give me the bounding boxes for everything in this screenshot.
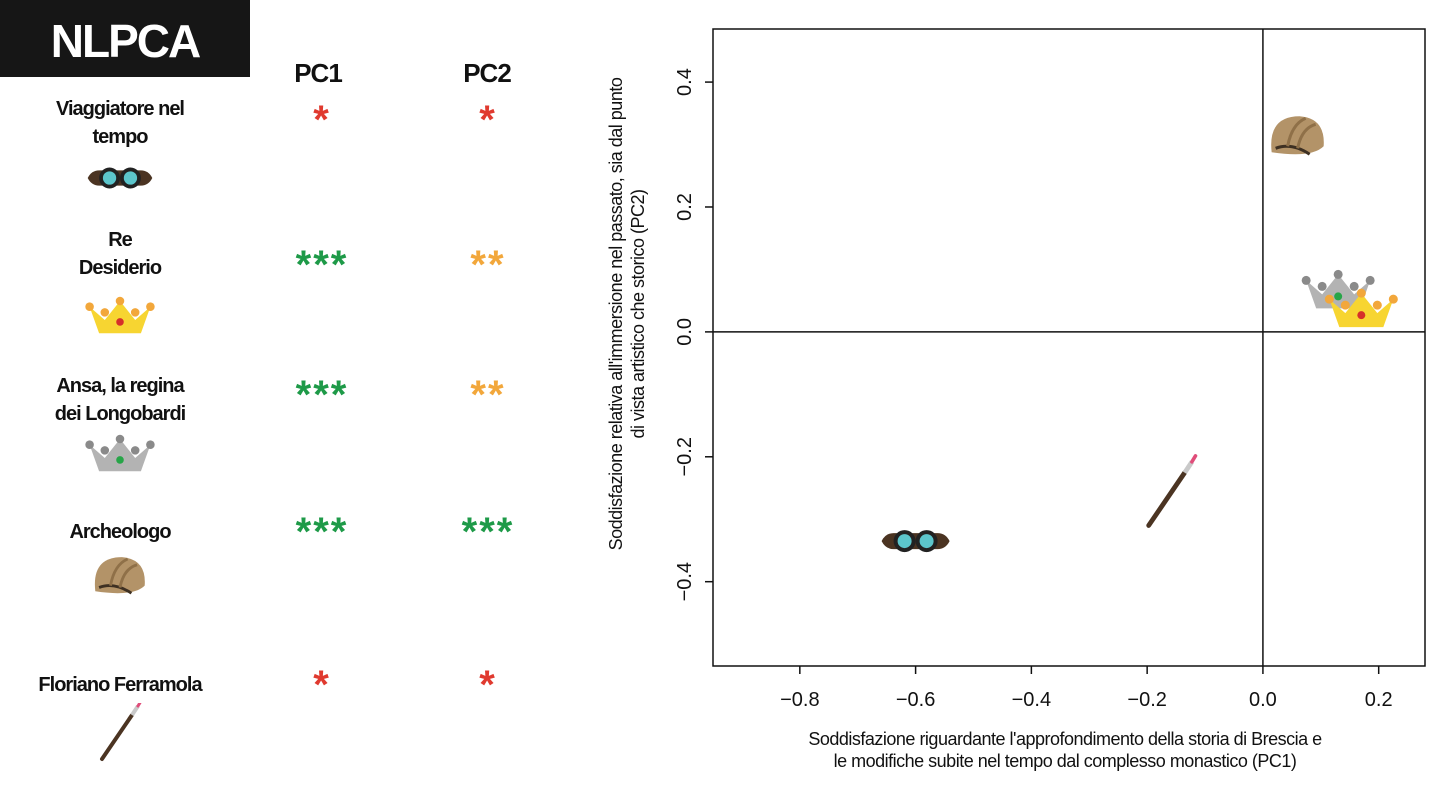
x-tick-label: −0.2	[1127, 689, 1166, 711]
pc1-significance-stars: *	[313, 663, 331, 707]
character-label-line: Archeologo	[69, 521, 171, 543]
character-label: Floriano Ferramola	[20, 671, 220, 699]
x-tick-label: 0.2	[1365, 689, 1393, 711]
character-icon	[80, 148, 160, 213]
pc2-significance-stars: **	[470, 243, 506, 287]
character-label: Viaggiatore nel tempo	[20, 95, 220, 151]
goggles-icon	[881, 530, 950, 553]
title-banner: NLPCA	[0, 0, 250, 77]
pc1-significance-stars: ***	[295, 243, 349, 287]
character-label-line: tempo	[92, 126, 149, 148]
character-icon	[80, 290, 160, 355]
goggles-icon	[87, 167, 153, 189]
character-label-line: Floriano Ferramola	[38, 674, 202, 696]
x-tick-label: −0.4	[1012, 689, 1051, 711]
gold-crown-icon	[1324, 288, 1398, 328]
helmet-icon	[94, 557, 145, 595]
silver-crown-icon	[1301, 269, 1375, 309]
silver-crown-icon	[85, 434, 155, 472]
pc2-significance-stars: ***	[461, 510, 515, 554]
gold-crown-icon	[85, 296, 155, 334]
y-tick-label: −0.2	[674, 437, 696, 476]
character-label-line: Ansa, la regina	[56, 375, 184, 397]
pc1-significance-stars: *	[313, 98, 331, 142]
character-label: Archeologo	[20, 518, 220, 546]
data-point-silver-crown-icon	[1301, 269, 1375, 309]
data-point-goggles-icon	[881, 530, 950, 553]
x-axis-title-line: Soddisfazione riguardante l'approfondime…	[808, 729, 1322, 749]
helmet-icon	[1271, 116, 1324, 156]
page-title: NLPCA	[50, 15, 201, 67]
pc1-significance-stars: ***	[295, 510, 349, 554]
pc2-significance-stars: **	[470, 373, 506, 417]
character-label: Ansa, la regina dei Longobardi	[20, 372, 220, 428]
pc2-column-header: PC2	[463, 58, 512, 88]
y-tick-label: −0.4	[674, 562, 696, 601]
y-tick-label: 0.2	[674, 193, 696, 221]
y-axis-title: Soddisfazione relativa all'immersione ne…	[605, 24, 649, 604]
character-icon	[80, 548, 160, 613]
x-tick-label: −0.6	[896, 689, 935, 711]
y-tick-label: 0.4	[674, 68, 696, 96]
character-icon	[80, 428, 160, 493]
y-axis-title-line: Soddisfazione relativa all'immersione ne…	[606, 77, 626, 551]
plot-frame	[712, 28, 1426, 667]
x-axis-title: Soddisfazione riguardante l'approfondime…	[740, 728, 1390, 772]
pc1-column-header: PC1	[294, 58, 343, 88]
character-label-line: Viaggiatore nel	[55, 98, 185, 120]
y-tick-label: 0.0	[674, 318, 696, 346]
x-axis-title-line: le modifiche subite nel tempo dal comple…	[833, 751, 1297, 771]
pc1-significance-stars: ***	[295, 373, 349, 417]
data-point-gold-crown-icon	[1324, 288, 1398, 328]
data-point-paintbrush-icon	[1146, 454, 1198, 528]
y-axis-title-line: di vista artistico che storico (PC2)	[628, 189, 648, 439]
pc2-significance-stars: *	[479, 663, 497, 707]
x-tick-label: 0.0	[1249, 689, 1277, 711]
character-label-line: Re	[108, 229, 133, 251]
paintbrush-icon	[1146, 454, 1198, 528]
character-label-line: dei Longobardi	[54, 403, 186, 425]
data-point-helmet-icon	[1271, 116, 1324, 156]
x-tick-label: −0.8	[780, 689, 819, 711]
pc2-significance-stars: *	[479, 98, 497, 142]
character-label-line: Desiderio	[78, 257, 162, 279]
character-label: Re Desiderio	[20, 226, 220, 282]
